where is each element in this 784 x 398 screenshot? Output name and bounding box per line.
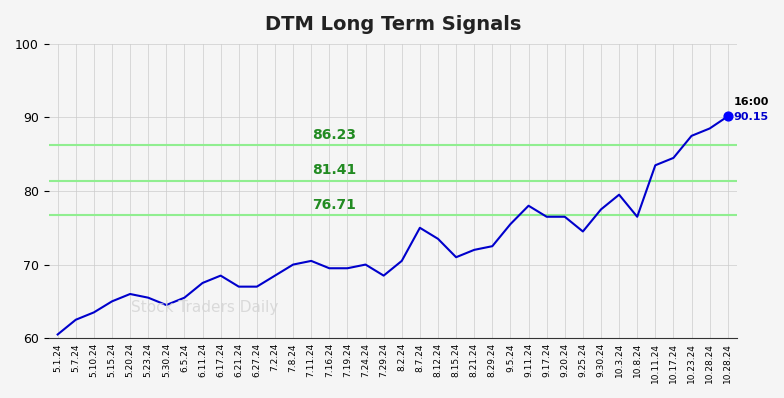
Text: 86.23: 86.23 [312, 127, 356, 142]
Title: DTM Long Term Signals: DTM Long Term Signals [264, 15, 521, 34]
Point [721, 113, 734, 119]
Text: 76.71: 76.71 [312, 197, 356, 212]
Text: Stock Traders Daily: Stock Traders Daily [131, 300, 278, 314]
Text: 90.15: 90.15 [733, 112, 768, 122]
Text: 16:00: 16:00 [733, 98, 768, 107]
Text: 81.41: 81.41 [312, 163, 357, 177]
